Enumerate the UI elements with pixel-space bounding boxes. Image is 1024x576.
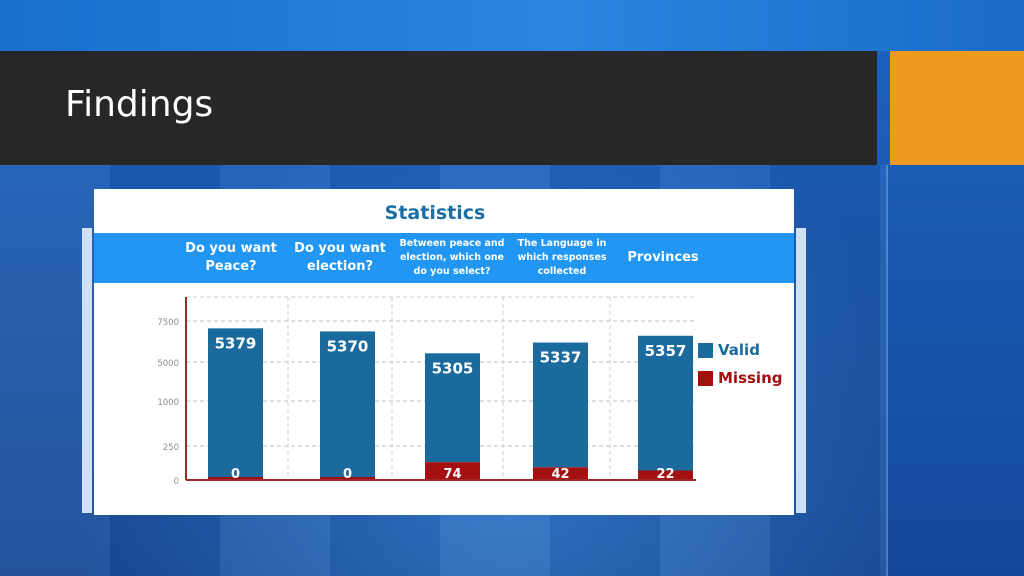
data-label-missing: 0 — [231, 467, 240, 482]
chart-title: Statistics — [384, 202, 486, 224]
legend-valid: Valid — [698, 341, 760, 359]
legend-missing: Missing — [698, 369, 782, 387]
data-label-missing: 22 — [656, 467, 674, 482]
y-tick-label: 5000 — [157, 359, 179, 369]
y-tick-label: 7500 — [157, 318, 179, 328]
bar-valid — [533, 342, 588, 468]
y-tick-label: 0 — [174, 477, 179, 487]
y-tick-label: 1000 — [157, 398, 179, 408]
data-label-missing: 74 — [443, 467, 461, 482]
bar-missing — [638, 470, 693, 480]
category-header-band — [94, 233, 794, 283]
bar-valid — [208, 328, 263, 477]
category-header-3: Between peace and election, which one do… — [399, 238, 505, 277]
bar-valid — [320, 331, 375, 477]
data-label-valid: 5379 — [215, 334, 257, 352]
bar-valid — [638, 335, 693, 471]
category-header-1: Do you want Peace? — [185, 241, 277, 274]
data-label-valid: 5357 — [645, 342, 687, 360]
bar-missing — [533, 467, 588, 480]
category-header-4: The Language in which responses collecte… — [517, 238, 607, 277]
legend-valid-label: Valid — [718, 341, 760, 359]
card-edge-right — [796, 228, 806, 513]
category-header-5: Provinces — [627, 250, 699, 265]
legend-missing-swatch — [698, 370, 713, 386]
data-label-missing: 42 — [551, 467, 569, 482]
data-label-valid: 5370 — [327, 337, 369, 355]
slide-title: Findings — [65, 84, 214, 125]
data-label-valid: 5305 — [432, 359, 474, 377]
orange-accent-box — [890, 51, 1024, 165]
legend-missing-label: Missing — [718, 369, 783, 387]
top-accent-strip — [0, 0, 1024, 51]
bar-valid — [425, 353, 480, 463]
data-label-valid: 5337 — [540, 349, 582, 367]
bar-missing — [425, 462, 480, 480]
title-bar — [0, 51, 877, 165]
y-tick-label: 250 — [163, 443, 179, 453]
right-side-panel — [886, 165, 1024, 576]
bar-missing — [208, 477, 263, 480]
data-label-missing: 0 — [343, 467, 352, 482]
legend-valid-swatch — [698, 342, 713, 358]
category-header-2: Do you want election? — [294, 241, 386, 274]
card-edge-left — [82, 228, 92, 513]
bar-missing — [320, 477, 375, 480]
